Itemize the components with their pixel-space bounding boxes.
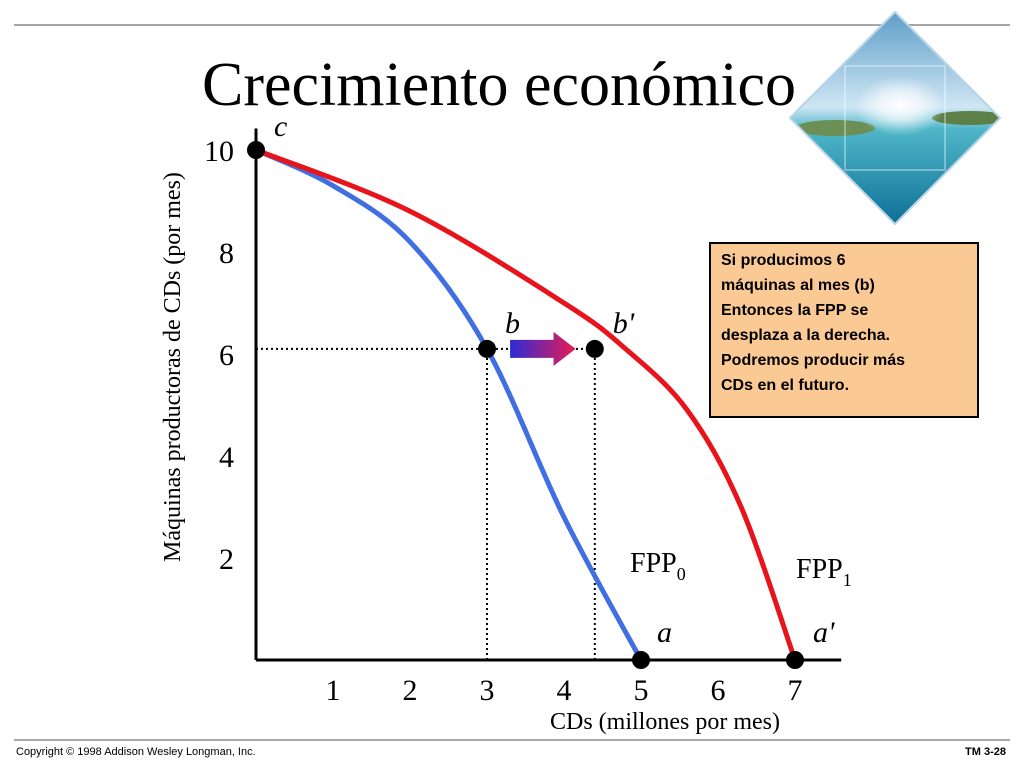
x-tick-label: 3 [480,674,495,707]
point-label-a: a [657,616,672,649]
x-tick-label: 4 [557,674,572,707]
point-marker-c [247,141,265,159]
top-rule [14,24,1010,26]
y-tick-label: 6 [219,339,234,372]
ppf-curve-fpp1 [255,147,798,661]
page-title: Crecimiento económico [202,51,796,119]
explanation-callout: Si producimos 6 máquinas al mes (b) Ento… [709,242,979,418]
x-axis-title: CDs (millones por mes) [550,709,780,735]
curve-label-fpp1: FPP1 [796,554,852,590]
point-markers: c b b' a a' [247,110,835,669]
callout-line: Entonces la FPP se [721,302,869,319]
point-label-a-prime: a' [813,616,835,649]
callout-line: máquinas al mes (b) [721,277,875,294]
x-tick-label: 1 [326,674,341,707]
point-marker-a [632,651,650,669]
shift-arrow [510,331,576,366]
tick-labels: 1 2 3 4 5 6 7 2 4 6 8 10 [204,135,803,707]
y-tick-label: 10 [204,135,234,168]
callout-line: Si producimos 6 [721,252,846,269]
slide-number: TM 3-28 [965,746,1006,758]
curve-label-fpp0: FPP0 [630,548,686,584]
ppf-curves [254,147,798,662]
island-seascape-diamond-image [788,10,1002,226]
guide-lines [256,347,596,660]
y-tick-label: 4 [219,441,234,474]
point-marker-b [478,339,496,358]
point-marker-a-prime [786,651,804,669]
y-axis-title: Máquinas productoras de CDs (por mes) [160,172,186,562]
y-tick-label: 8 [219,237,234,270]
y-tick-label: 2 [219,543,234,576]
point-marker-b-prime [585,339,604,358]
x-tick-label: 6 [711,674,726,707]
point-label-b-prime: b' [613,307,635,340]
point-label-c: c [274,110,287,143]
x-tick-label: 5 [634,674,649,707]
callout-line: Podremos producir más [721,352,906,369]
x-tick-label: 7 [788,674,803,707]
point-label-b: b [505,307,520,340]
x-tick-label: 2 [403,674,418,707]
ppf-curve-fpp0 [254,147,644,662]
callout-line: CDs en el futuro. [721,377,850,394]
copyright-text: Copyright © 1998 Addison Wesley Longman,… [16,746,256,758]
shift-right-arrow [510,331,576,366]
callout-line: desplaza a la derecha. [721,327,890,344]
bottom-rule [14,739,1010,741]
